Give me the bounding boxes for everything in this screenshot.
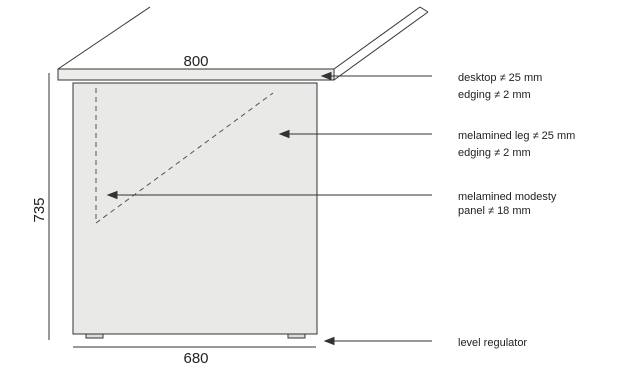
leg-label-line1: melamined leg ≠ 25 mm: [458, 130, 575, 142]
desktop: [57, 6, 429, 81]
level-regulator-left: [85, 333, 104, 339]
desktop-edge-right-inner: [333, 11, 429, 81]
top-width-label: 800: [183, 53, 208, 70]
desktop-edge-right-outer: [333, 6, 421, 70]
modesty-panel-label-line2: panel ≠ 18 mm: [458, 205, 531, 217]
regulator-arrowhead: [323, 336, 335, 346]
height-label: 735: [31, 197, 48, 222]
regulator-label: level regulator: [458, 337, 527, 349]
modesty-panel-label-line1: melamined modesty: [458, 191, 557, 203]
callout-arrows: [106, 71, 432, 346]
level-regulator-right: [287, 333, 306, 339]
desktop-edge-back-end: [419, 6, 429, 13]
desktop-front-edge: [57, 68, 335, 81]
leg-arrowhead: [278, 129, 290, 139]
desktop-label-line1: desktop ≠ 25 mm: [458, 72, 542, 84]
leg-label-line2: edging ≠ 2 mm: [458, 147, 531, 159]
desktop-label-line2: edging ≠ 2 mm: [458, 89, 531, 101]
melamined-leg-panel: [72, 82, 318, 335]
modesty-panel-outline: [95, 88, 274, 224]
modesty-panel-dash-diagonal: [95, 92, 274, 224]
modesty-panel-arrowhead: [106, 190, 118, 200]
bottom-width-label: 680: [183, 350, 208, 367]
desktop-edge-left: [57, 6, 151, 70]
desktop-arrowhead: [320, 71, 332, 81]
